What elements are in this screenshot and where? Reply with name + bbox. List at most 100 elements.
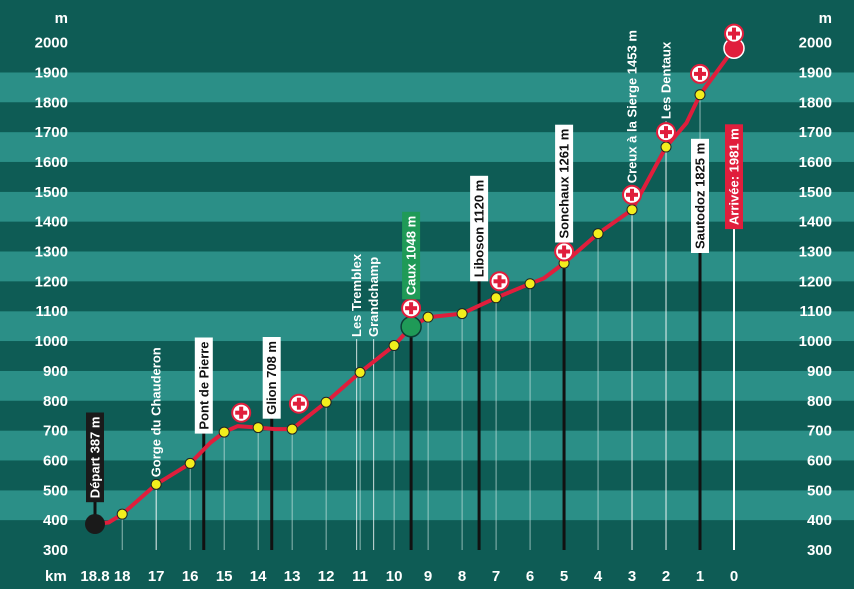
band (0, 400, 854, 431)
km-point (626, 204, 638, 216)
km-point (456, 308, 468, 320)
first-aid-icon (554, 241, 575, 262)
place-label: Départ 387 m (86, 412, 104, 503)
km-point (354, 366, 366, 378)
x-tick-label: 10 (386, 568, 403, 585)
y-tick-label-left: 1600 (35, 154, 68, 171)
y-tick-label-left: 300 (43, 542, 68, 559)
km-point (660, 141, 672, 153)
place-label-text: Caux 1048 m (404, 216, 419, 296)
km-point (422, 311, 434, 323)
band (0, 72, 854, 103)
x-tick-label: 17 (148, 568, 165, 585)
band (0, 520, 854, 550)
first-aid-icon (724, 23, 744, 44)
y-tick-label-right: 1400 (799, 214, 832, 231)
y-tick-label-left: 1100 (35, 303, 68, 320)
y-tick-label-right: 1500 (799, 184, 832, 201)
km-point (490, 292, 502, 304)
first-aid-icon (690, 63, 710, 84)
km-point (388, 340, 400, 352)
y-unit-right: m (819, 10, 832, 27)
band (0, 430, 854, 461)
km-point (218, 426, 230, 438)
x-tick-label: 14 (250, 568, 267, 585)
start-marker (85, 514, 105, 535)
y-tick-label-left: 500 (43, 482, 68, 499)
place-label-text: Gorge du Chauderon (149, 347, 164, 477)
place-label-text: Creux à la Sierge 1453 m (625, 30, 640, 183)
place-label-text: Les Tremblex (349, 253, 364, 337)
first-aid-icon (288, 393, 309, 414)
y-tick-label-left: 1700 (35, 124, 68, 141)
y-tick-label-left: 1500 (35, 184, 68, 201)
y-tick-label-left: 900 (43, 363, 68, 380)
y-tick-label-left: 1300 (35, 244, 68, 261)
x-unit-label: km (45, 568, 67, 585)
x-tick-label: 11 (352, 568, 368, 585)
x-tick-label: 2 (662, 568, 670, 585)
x-tick-label: 16 (182, 568, 199, 585)
band (0, 370, 854, 401)
x-tick-label: 6 (526, 568, 534, 585)
x-tick-label: 13 (284, 568, 301, 585)
y-tick-label-right: 1000 (799, 333, 832, 350)
place-label: Sonchaux 1261 m (555, 124, 574, 243)
place-label: Les Dentaux (659, 41, 674, 119)
place-label-text: Arrivée: 1981 m (727, 128, 742, 225)
place-label-text: Liboson 1120 m (472, 180, 487, 278)
place-label: Glion 708 m (262, 337, 281, 419)
first-aid-icon (656, 122, 676, 143)
band (0, 102, 854, 133)
y-tick-label-right: 1900 (799, 64, 832, 81)
place-label: Grandchamp (366, 257, 381, 337)
km-point (184, 457, 196, 469)
place-label: Arrivée: 1981 m (725, 124, 743, 230)
x-tick-label: 5 (560, 568, 568, 585)
y-unit-left: m (55, 10, 68, 27)
place-label-text: Sonchaux 1261 m (557, 129, 572, 239)
y-tick-label-right: 1700 (799, 124, 832, 141)
y-tick-label-left: 1400 (35, 214, 68, 231)
place-label: Liboson 1120 m (470, 175, 489, 282)
first-aid-icon (401, 298, 422, 319)
km-point (694, 89, 706, 101)
y-tick-label-right: 2000 (799, 35, 832, 52)
y-tick-label-left: 1800 (35, 94, 68, 111)
y-tick-label-left: 400 (43, 512, 68, 529)
y-tick-label-right: 1600 (799, 154, 832, 171)
x-tick-label: 7 (492, 568, 500, 585)
y-tick-label-right: 800 (807, 393, 832, 410)
caux-marker (400, 315, 422, 338)
x-tick-label: 12 (318, 568, 335, 585)
km-point (150, 478, 162, 490)
first-aid-icon (489, 271, 510, 292)
y-tick-label-right: 1100 (799, 303, 832, 320)
place-label-text: Pont de Pierre (196, 341, 211, 429)
y-tick-label-right: 500 (807, 482, 832, 499)
x-tick-label: 18 (114, 568, 131, 585)
place-label-text: Grandchamp (366, 257, 381, 337)
place-label-text: Glion 708 m (264, 341, 279, 415)
y-tick-label-right: 300 (807, 542, 832, 559)
band (0, 460, 854, 491)
y-tick-label-right: 600 (807, 452, 832, 469)
km-point (592, 228, 604, 240)
band (0, 281, 854, 312)
band (0, 490, 854, 521)
x-tick-label: 4 (594, 568, 603, 585)
band (0, 132, 854, 162)
place-label: Caux 1048 m (402, 211, 421, 300)
first-aid-icon (622, 184, 642, 205)
place-label: Creux à la Sierge 1453 m (625, 30, 640, 183)
x-tick-label: 9 (424, 568, 432, 585)
y-tick-label-left: 1000 (35, 333, 68, 350)
band (0, 221, 854, 252)
km-point (320, 396, 332, 408)
y-tick-label-left: 800 (43, 393, 68, 410)
place-label: Gorge du Chauderon (149, 347, 164, 477)
x-tick-label: 8 (458, 568, 466, 585)
y-tick-label-left: 2000 (35, 35, 68, 52)
band (0, 251, 854, 282)
